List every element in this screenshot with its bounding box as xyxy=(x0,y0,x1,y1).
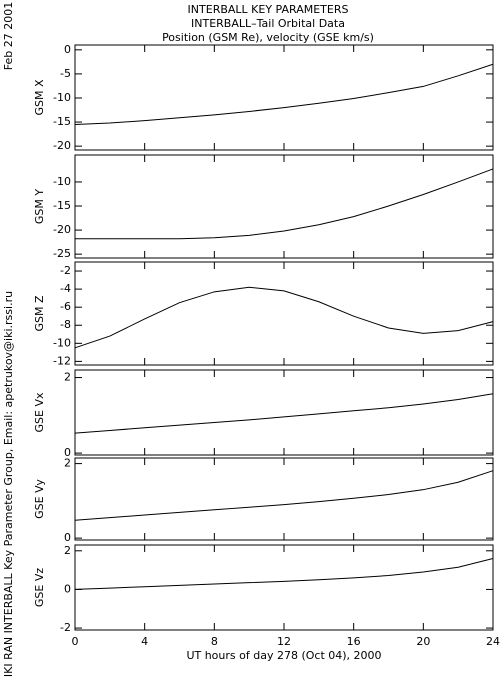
y-tick-label: 0 xyxy=(64,446,71,459)
y-axis-label: GSM X xyxy=(33,79,46,115)
line xyxy=(74,470,494,521)
title: INTERBALL KEY PARAMETERS xyxy=(188,3,349,16)
y-axis-label: GSM Y xyxy=(33,189,46,224)
y-tick-label: -6 xyxy=(60,300,71,313)
panel-frame xyxy=(74,154,494,259)
x-tick-label: 24 xyxy=(486,635,500,648)
y-tick-label: -8 xyxy=(60,318,71,331)
line xyxy=(74,558,494,590)
y-tick-label: -2 xyxy=(60,264,71,277)
y-tick-label: 0 xyxy=(64,531,71,544)
y-tick-label: -2 xyxy=(60,621,71,634)
y-tick-label: -10 xyxy=(53,91,71,104)
y-tick-label: 0 xyxy=(64,43,71,56)
panel-frame xyxy=(74,369,494,456)
subtitle: Position (GSM Re), velocity (GSE km/s) xyxy=(162,31,374,44)
line xyxy=(75,168,494,240)
x-tick-label: 0 xyxy=(72,635,79,648)
y-tick-label: -20 xyxy=(53,223,71,236)
y-axis-label: GSE Vy xyxy=(33,479,46,519)
panel-frame xyxy=(74,261,494,366)
line xyxy=(74,286,494,349)
y-tick-label: 2 xyxy=(64,371,71,384)
line xyxy=(74,63,494,125)
y-tick-label: -10 xyxy=(53,175,71,188)
x-tick-label: 20 xyxy=(416,635,430,648)
y-tick-label: -20 xyxy=(53,139,71,152)
y-tick-label: -15 xyxy=(53,115,71,128)
x-tick-label: 4 xyxy=(141,635,148,648)
date: Feb 27 2001 xyxy=(2,2,15,70)
x-tick-label: 16 xyxy=(347,635,361,648)
y-tick-label: -10 xyxy=(53,336,71,349)
x-axis-label: UT hours of day 278 (Oct 04), 2000 xyxy=(186,649,381,662)
x-tick-label: 8 xyxy=(211,635,218,648)
panel-frame xyxy=(74,457,494,541)
y-tick-label: -4 xyxy=(60,282,71,295)
y-tick-label: -15 xyxy=(53,199,71,212)
y-tick-label: 2 xyxy=(64,544,71,557)
y-axis-label: GSE Vz xyxy=(33,568,46,607)
panel-frame xyxy=(74,44,494,151)
y-tick-label: -5 xyxy=(60,67,71,80)
subtitle: INTERBALL–Tail Orbital Data xyxy=(191,17,345,30)
y-tick-label: 2 xyxy=(64,457,71,470)
x-tick-label: 12 xyxy=(277,635,291,648)
y-tick-label: -25 xyxy=(53,247,71,260)
y-axis-label: GSE Vx xyxy=(33,392,46,432)
line xyxy=(74,393,494,434)
y-axis-label: GSM Z xyxy=(33,295,46,331)
y-tick-label: -12 xyxy=(53,354,71,367)
credit: IKI RAN INTERBALL Key Parameter Group, E… xyxy=(2,291,15,677)
y-tick-label: 0 xyxy=(64,582,71,595)
